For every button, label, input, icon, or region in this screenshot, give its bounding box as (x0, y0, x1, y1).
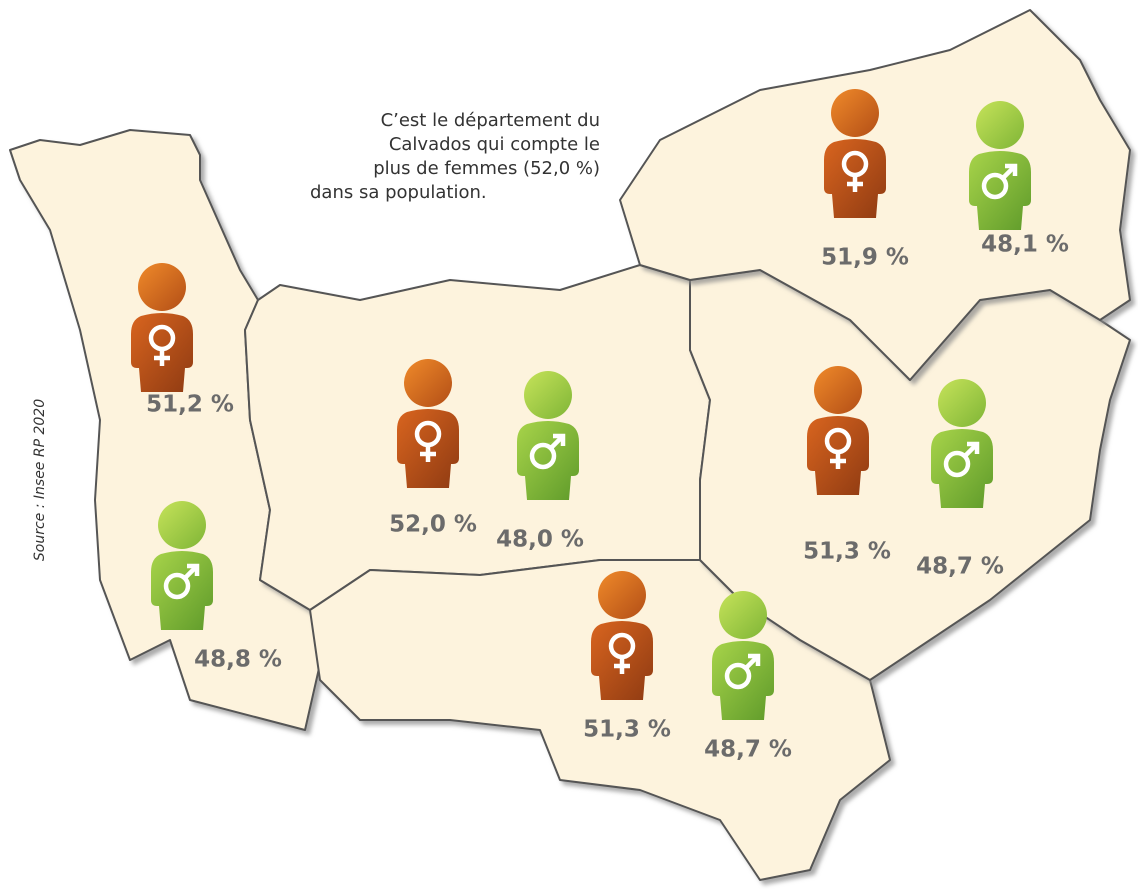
male-share: 48,7 % (916, 554, 1004, 580)
male-icon (517, 371, 579, 500)
source: Source : Insee RP 2020 (32, 399, 48, 561)
male-share: 48,1 % (981, 232, 1069, 258)
female-share: 51,3 % (583, 717, 671, 743)
male-share: 48,7 % (704, 737, 792, 763)
female-share: 52,0 % (389, 512, 477, 538)
female-share: 51,2 % (146, 392, 234, 418)
male-share: 48,0 % (496, 527, 584, 553)
annotation-line: Calvados qui compte le (389, 134, 600, 155)
annotation: C’est le département du Calvados qui com… (310, 110, 600, 203)
female-share: 51,9 % (821, 245, 909, 271)
female-icon (824, 89, 886, 218)
female-icon (807, 366, 869, 495)
female-share: 51,3 % (803, 539, 891, 565)
annotation-line: plus de femmes (52,0 %) (373, 158, 600, 179)
male-share: 48,8 % (194, 647, 282, 673)
female-icon (591, 571, 653, 700)
department (309, 559, 891, 881)
annotation-line: C’est le département du (381, 110, 600, 131)
male-icon (151, 501, 213, 630)
male-icon (712, 591, 774, 720)
male-icon (969, 101, 1031, 230)
annotation-line: dans sa population. (310, 182, 487, 203)
female-icon (131, 263, 193, 392)
female-icon (397, 359, 459, 488)
department (244, 264, 711, 611)
male-icon (931, 379, 993, 508)
